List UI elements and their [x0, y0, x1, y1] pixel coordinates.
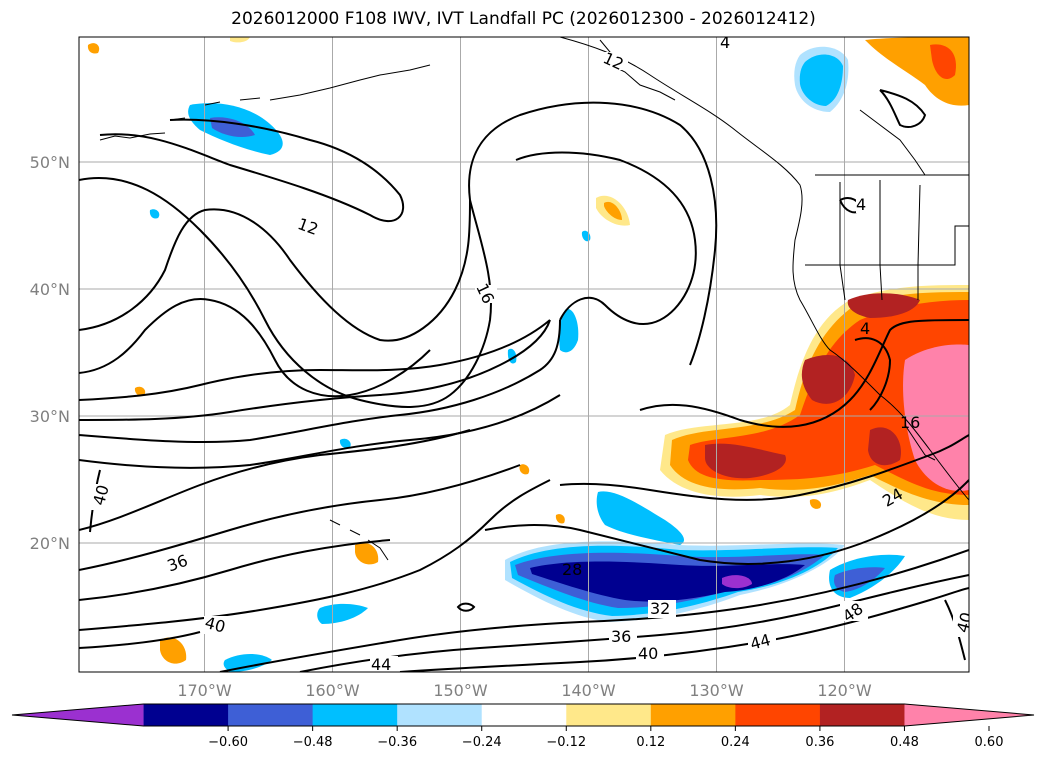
longitude-tick-label: 120°W	[817, 681, 872, 700]
contour-label: 44	[371, 655, 391, 674]
contour-label: 40	[638, 644, 658, 663]
longitude-tick-label: 170°W	[177, 681, 232, 700]
longitude-tick-label: 160°W	[305, 681, 360, 700]
contour-label: 44	[748, 630, 773, 654]
colorbar-level-label: 0.24	[721, 735, 750, 750]
contour-label: 40	[89, 483, 113, 508]
colorbar-level-label: −0.60	[208, 735, 248, 750]
colorbar-level-label: 0.12	[636, 735, 665, 750]
longitude-tick-label: 140°W	[561, 681, 616, 700]
contour-label: 16	[900, 413, 920, 432]
colorbar-swatch	[650, 704, 736, 726]
colorbar-swatch	[481, 704, 567, 726]
latitude-tick-label: 50°N	[30, 153, 70, 172]
colorbar-extend-min	[12, 704, 144, 726]
colorbar-swatch	[143, 704, 229, 726]
contour-label: 36	[611, 627, 631, 646]
colorbar-level-label: −0.48	[293, 735, 333, 750]
contour-label: 40	[953, 610, 977, 635]
colorbar-swatch	[228, 704, 314, 726]
contour-label: 40	[203, 613, 228, 637]
map-frame	[78, 36, 970, 673]
colorbar-extend-max	[904, 704, 1034, 726]
contour-label: 28	[562, 560, 582, 579]
longitude-tick-label: 130°W	[689, 681, 744, 700]
contour-label: 4	[860, 319, 870, 338]
colorbar-swatch	[819, 704, 905, 726]
graticule	[79, 37, 969, 672]
latitude-tick-label: 40°N	[30, 280, 70, 299]
longitude-labels: 170°W 160°W 150°W 140°W 130°W 120°W	[177, 681, 872, 700]
iwv-contours	[79, 89, 969, 672]
colorbar: −0.60 −0.48 −0.36 −0.24 −0.12 0.12 0.24 0.36 0.4…	[11, 703, 1035, 750]
colorbar-level-label: −0.12	[546, 735, 586, 750]
colorbar-swatch	[397, 704, 483, 726]
colorbar-level-label: 0.60	[975, 735, 1004, 750]
colorbar-level-label: 0.36	[805, 735, 834, 750]
contour-label: 32	[650, 599, 670, 618]
contour-label: 4	[856, 195, 866, 214]
colorbar-level-label: −0.36	[377, 735, 417, 750]
latitude-tick-label: 30°N	[30, 407, 70, 426]
colorbar-swatch	[735, 704, 821, 726]
colorbar-swatch	[312, 704, 398, 726]
longitude-tick-label: 150°W	[433, 681, 488, 700]
map-area: 12 16 12 4 4 40 36 40 44 28 32 36 40 4	[79, 33, 977, 674]
coastlines	[99, 37, 969, 612]
contour-label: 4	[720, 33, 730, 52]
latitude-labels: 50°N 40°N 30°N 20°N	[30, 153, 70, 553]
colorbar-outline	[11, 703, 1035, 727]
colorbar-level-label: −0.24	[462, 735, 502, 750]
latitude-tick-label: 20°N	[30, 534, 70, 553]
colorbar-level-label: 0.48	[890, 735, 919, 750]
colorbar-swatch	[566, 704, 652, 726]
map-title: 2026012000 F108 IWV, IVT Landfall PC (20…	[231, 9, 816, 29]
